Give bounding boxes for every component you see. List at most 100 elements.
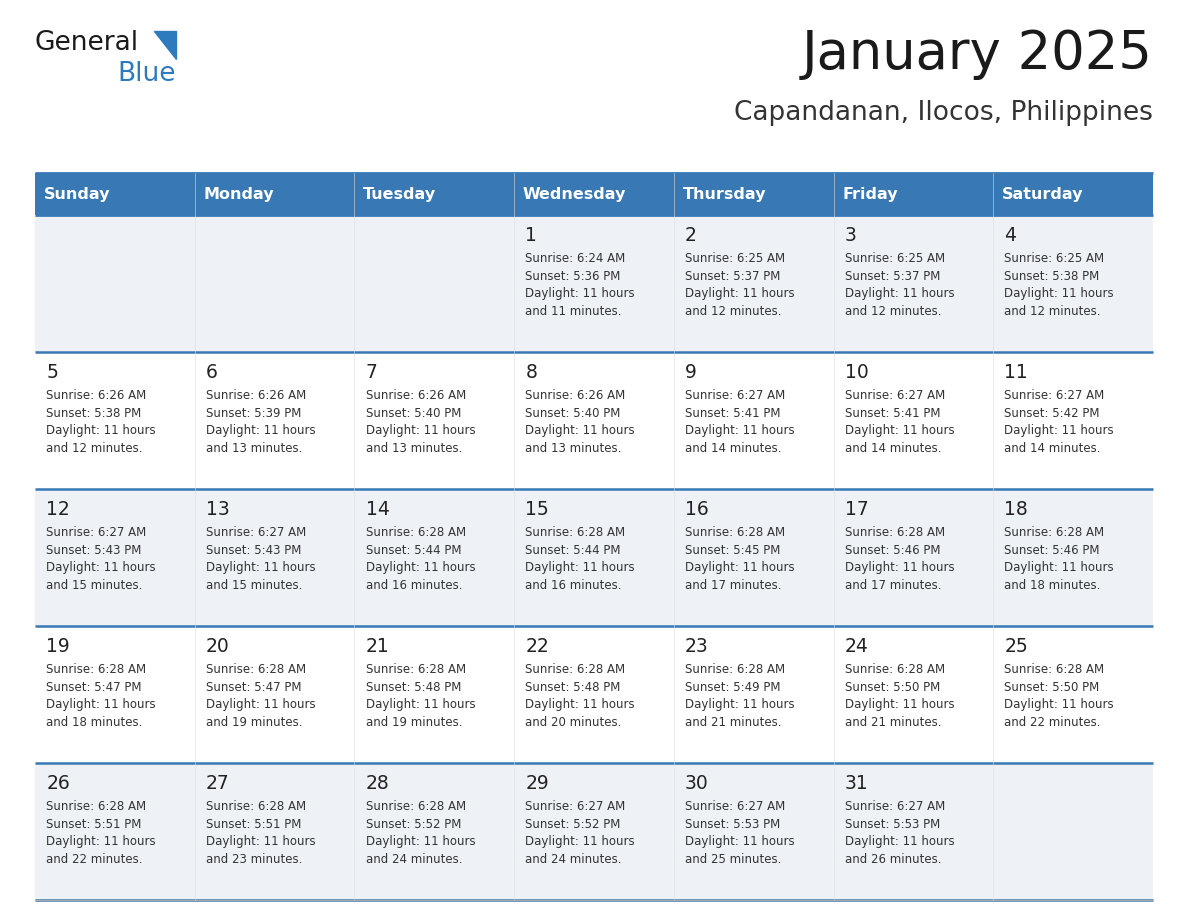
Text: Sunset: 5:38 PM: Sunset: 5:38 PM <box>1005 270 1100 283</box>
Text: Saturday: Saturday <box>1001 186 1083 201</box>
Bar <box>993 763 1154 900</box>
Text: Daylight: 11 hours: Daylight: 11 hours <box>685 562 795 575</box>
Text: and 16 minutes.: and 16 minutes. <box>366 579 462 592</box>
Text: Sunrise: 6:25 AM: Sunrise: 6:25 AM <box>685 252 785 265</box>
Text: and 13 minutes.: and 13 minutes. <box>366 442 462 455</box>
Text: Sunset: 5:38 PM: Sunset: 5:38 PM <box>46 407 141 420</box>
Text: and 17 minutes.: and 17 minutes. <box>685 579 782 592</box>
Bar <box>993 626 1154 763</box>
Text: Sunset: 5:51 PM: Sunset: 5:51 PM <box>46 818 141 831</box>
Text: 22: 22 <box>525 637 549 656</box>
Text: Daylight: 11 hours: Daylight: 11 hours <box>845 699 954 711</box>
Text: Daylight: 11 hours: Daylight: 11 hours <box>845 424 954 438</box>
Text: Daylight: 11 hours: Daylight: 11 hours <box>1005 562 1114 575</box>
Bar <box>195 215 354 352</box>
Text: 20: 20 <box>206 637 229 656</box>
Bar <box>34 173 195 215</box>
Text: Daylight: 11 hours: Daylight: 11 hours <box>206 424 316 438</box>
Text: Sunset: 5:45 PM: Sunset: 5:45 PM <box>685 544 781 557</box>
Bar <box>674 489 834 626</box>
Text: 5: 5 <box>46 363 58 382</box>
Bar <box>34 763 195 900</box>
Bar <box>993 489 1154 626</box>
Text: Sunrise: 6:26 AM: Sunrise: 6:26 AM <box>525 389 626 402</box>
Text: Sunset: 5:47 PM: Sunset: 5:47 PM <box>206 681 302 694</box>
Text: 29: 29 <box>525 774 549 793</box>
Text: Sunrise: 6:24 AM: Sunrise: 6:24 AM <box>525 252 626 265</box>
Text: Daylight: 11 hours: Daylight: 11 hours <box>845 287 954 300</box>
Text: and 15 minutes.: and 15 minutes. <box>46 579 143 592</box>
Text: and 14 minutes.: and 14 minutes. <box>685 442 782 455</box>
Bar <box>34 489 195 626</box>
Text: and 14 minutes.: and 14 minutes. <box>1005 442 1101 455</box>
Bar <box>834 352 993 489</box>
Bar <box>514 626 674 763</box>
Text: and 25 minutes.: and 25 minutes. <box>685 853 782 866</box>
Text: Sunrise: 6:27 AM: Sunrise: 6:27 AM <box>525 800 626 813</box>
Text: and 24 minutes.: and 24 minutes. <box>366 853 462 866</box>
Polygon shape <box>154 31 177 59</box>
Text: Daylight: 11 hours: Daylight: 11 hours <box>1005 287 1114 300</box>
Text: Daylight: 11 hours: Daylight: 11 hours <box>206 562 316 575</box>
Bar <box>195 489 354 626</box>
Text: Daylight: 11 hours: Daylight: 11 hours <box>46 424 156 438</box>
Bar <box>354 489 514 626</box>
Text: Daylight: 11 hours: Daylight: 11 hours <box>206 699 316 711</box>
Text: Sunrise: 6:28 AM: Sunrise: 6:28 AM <box>845 664 944 677</box>
Text: Daylight: 11 hours: Daylight: 11 hours <box>1005 699 1114 711</box>
Text: Sunrise: 6:28 AM: Sunrise: 6:28 AM <box>525 526 625 540</box>
Text: 10: 10 <box>845 363 868 382</box>
Text: Sunset: 5:48 PM: Sunset: 5:48 PM <box>525 681 620 694</box>
Text: Daylight: 11 hours: Daylight: 11 hours <box>366 562 475 575</box>
Bar <box>674 352 834 489</box>
Text: Sunrise: 6:28 AM: Sunrise: 6:28 AM <box>685 526 785 540</box>
Text: Sunset: 5:43 PM: Sunset: 5:43 PM <box>46 544 141 557</box>
Text: Sunset: 5:44 PM: Sunset: 5:44 PM <box>525 544 621 557</box>
Text: Sunset: 5:37 PM: Sunset: 5:37 PM <box>685 270 781 283</box>
Text: Daylight: 11 hours: Daylight: 11 hours <box>525 287 634 300</box>
Text: 13: 13 <box>206 500 229 519</box>
Text: and 13 minutes.: and 13 minutes. <box>206 442 302 455</box>
Text: 1: 1 <box>525 226 537 245</box>
Text: Wednesday: Wednesday <box>523 186 626 201</box>
Text: Tuesday: Tuesday <box>364 186 436 201</box>
Text: Sunrise: 6:28 AM: Sunrise: 6:28 AM <box>685 664 785 677</box>
Bar <box>514 215 674 352</box>
Text: 6: 6 <box>206 363 217 382</box>
Text: 8: 8 <box>525 363 537 382</box>
Text: Sunrise: 6:26 AM: Sunrise: 6:26 AM <box>206 389 307 402</box>
Text: Daylight: 11 hours: Daylight: 11 hours <box>845 835 954 848</box>
Bar <box>514 763 674 900</box>
Text: and 22 minutes.: and 22 minutes. <box>1005 716 1101 729</box>
Text: Daylight: 11 hours: Daylight: 11 hours <box>46 835 156 848</box>
Bar <box>674 173 834 215</box>
Text: and 18 minutes.: and 18 minutes. <box>1005 579 1101 592</box>
Text: 17: 17 <box>845 500 868 519</box>
Text: 4: 4 <box>1005 226 1017 245</box>
Text: 7: 7 <box>366 363 378 382</box>
Text: Monday: Monday <box>203 186 274 201</box>
Text: 19: 19 <box>46 637 70 656</box>
Bar <box>354 173 514 215</box>
Text: Daylight: 11 hours: Daylight: 11 hours <box>46 562 156 575</box>
Text: Sunset: 5:42 PM: Sunset: 5:42 PM <box>1005 407 1100 420</box>
Bar <box>34 352 195 489</box>
Text: 28: 28 <box>366 774 390 793</box>
Text: Sunrise: 6:28 AM: Sunrise: 6:28 AM <box>206 664 307 677</box>
Bar <box>34 215 195 352</box>
Text: Sunrise: 6:28 AM: Sunrise: 6:28 AM <box>525 664 625 677</box>
Text: Sunset: 5:40 PM: Sunset: 5:40 PM <box>366 407 461 420</box>
Text: Sunset: 5:52 PM: Sunset: 5:52 PM <box>525 818 620 831</box>
Text: Sunrise: 6:27 AM: Sunrise: 6:27 AM <box>1005 389 1105 402</box>
Bar <box>34 626 195 763</box>
Text: 21: 21 <box>366 637 390 656</box>
Bar <box>674 215 834 352</box>
Text: Sunrise: 6:25 AM: Sunrise: 6:25 AM <box>845 252 944 265</box>
Text: 26: 26 <box>46 774 70 793</box>
Text: General: General <box>34 30 139 56</box>
Text: Sunset: 5:53 PM: Sunset: 5:53 PM <box>845 818 940 831</box>
Text: Friday: Friday <box>842 186 898 201</box>
Text: 27: 27 <box>206 774 229 793</box>
Text: Sunrise: 6:28 AM: Sunrise: 6:28 AM <box>845 526 944 540</box>
Text: 31: 31 <box>845 774 868 793</box>
